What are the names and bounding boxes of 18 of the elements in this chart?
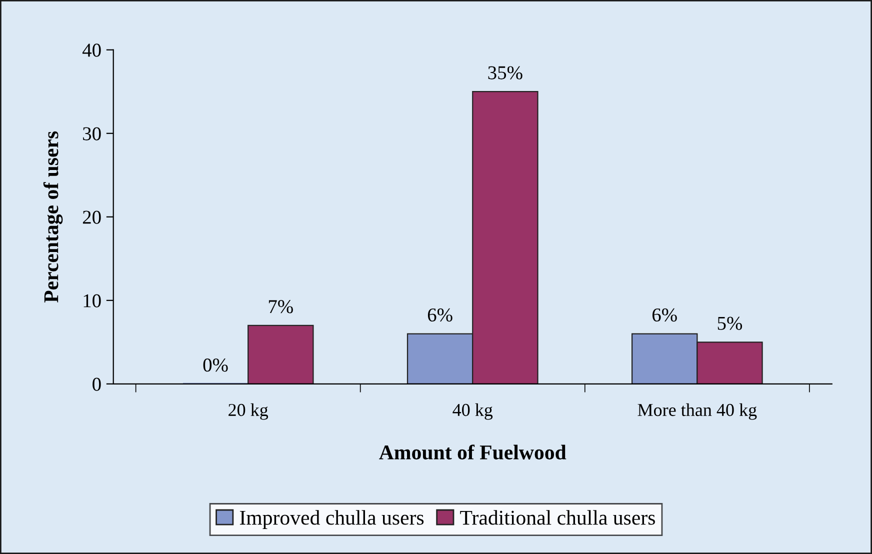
y-axis-title: Percentage of users <box>43 131 63 303</box>
y-tick-label: 40 <box>82 44 101 57</box>
legend-label: Improved chulla users <box>240 510 424 530</box>
legend-label: Traditional chulla users <box>460 510 655 525</box>
x-tick-label: 40 kg <box>452 403 493 420</box>
x-tick-label: 20 kg <box>228 403 268 420</box>
data-label: 0% <box>203 358 228 372</box>
data-label: 7% <box>268 300 293 314</box>
data-label: 6% <box>428 308 452 322</box>
y-tick-label: 0 <box>92 378 101 391</box>
y-tick-label: 10 <box>84 294 101 308</box>
y-tick-label: 20 <box>82 210 101 224</box>
x-axis-title: Amount of Fuelwood <box>379 444 566 460</box>
y-tick-label: 30 <box>83 127 101 140</box>
data-label: 35% <box>488 66 522 80</box>
data-label: 5% <box>718 316 742 330</box>
data-label: 6% <box>652 308 677 322</box>
x-tick-label: More than 40 kg <box>638 403 757 420</box>
